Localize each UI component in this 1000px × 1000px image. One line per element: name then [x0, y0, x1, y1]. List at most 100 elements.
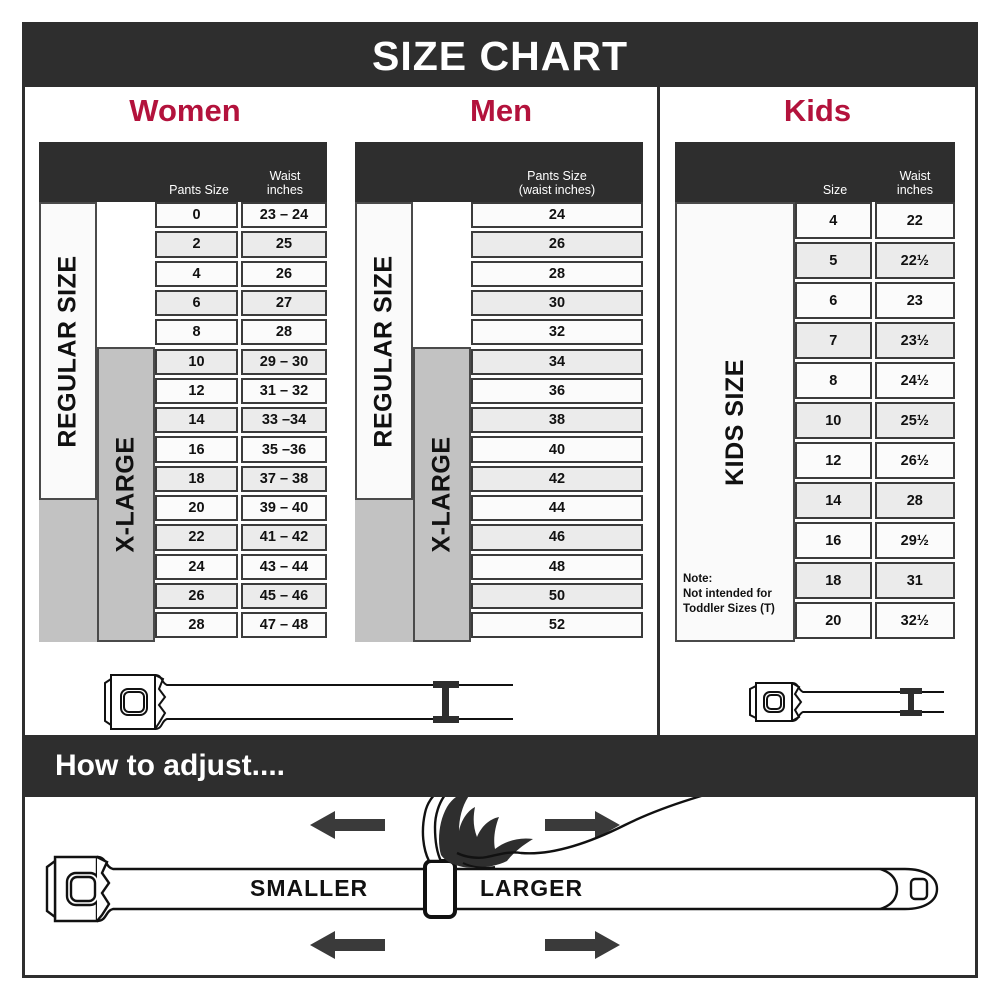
table-row: 14 28	[795, 482, 955, 522]
table-row: 24 43 – 44	[155, 553, 327, 583]
table-cell-men-size: 46	[471, 524, 643, 551]
table-cell-kids-size: 18	[795, 562, 872, 599]
table-cell-kids-waist: 29½	[874, 522, 955, 559]
table-cell-women-size: 4	[155, 260, 238, 287]
table-row: 48	[471, 553, 643, 583]
category-label-kids: KIDS SIZE	[720, 358, 749, 486]
table-cell-women-waist: 43 – 44	[241, 553, 327, 580]
table-cell-men-size: 34	[471, 348, 643, 375]
table-row: 10 29 – 30	[155, 348, 327, 378]
table-row: 20 39 – 40	[155, 495, 327, 524]
table-cell-men-size: 32	[471, 319, 643, 346]
panel-heading-women: Women	[129, 93, 241, 128]
table-cell-kids-size: 14	[795, 482, 872, 519]
table-header-men: Pants Size (waist inches)	[355, 142, 643, 202]
table-cell-kids-waist: 22	[874, 202, 955, 239]
panel-men: Men Pants Size (waist inches) REGULAR SIZ…	[345, 87, 657, 735]
category-label-xlarge: X-LARGE	[111, 436, 140, 553]
table-cell-women-waist: 26	[241, 260, 327, 287]
table-cell-women-size: 14	[155, 407, 238, 434]
table-row: 12 31 – 32	[155, 377, 327, 407]
category-regular-size-men: REGULAR SIZE	[355, 202, 413, 500]
column-header-pants-size: Pants Size	[169, 183, 229, 197]
table-row: 50	[471, 582, 643, 612]
table-row: 16 29½	[795, 522, 955, 562]
table-cell-men-size: 26	[471, 231, 643, 258]
table-row: 6 27	[155, 289, 327, 319]
belt-illustration-kids	[749, 682, 944, 722]
table-row: 0 23 – 24	[155, 202, 327, 231]
table-cell-women-size: 12	[155, 377, 238, 405]
table-cell-women-size: 26	[155, 582, 238, 610]
table-cell-women-size: 24	[155, 553, 238, 580]
table-cell-kids-size: 20	[795, 602, 872, 639]
belt-illustration-adult	[104, 674, 513, 730]
table-row: 12 26½	[795, 442, 955, 482]
table-row: 38	[471, 407, 643, 436]
table-cell-women-size: 2	[155, 231, 238, 258]
table-cell-women-size: 16	[155, 436, 238, 463]
table-cell-men-size: 36	[471, 377, 643, 405]
table-cell-men-size: 30	[471, 289, 643, 317]
panel-heading-men: Men	[470, 93, 532, 128]
chart-frame: SIZE CHART Women Pants Size Waist inches …	[22, 22, 978, 978]
table-cell-men-size: 42	[471, 465, 643, 492]
table-row: 14 33 –34	[155, 407, 327, 436]
table-row: 6 23	[795, 282, 955, 322]
table-cell-kids-size: 8	[795, 362, 872, 399]
table-header-kids: Size Waist inches	[675, 142, 955, 202]
table-cell-women-waist: 28	[241, 319, 327, 346]
table-cell-men-size: 52	[471, 612, 643, 639]
table-cell-kids-size: 10	[795, 402, 872, 439]
title-bar: SIZE CHART	[25, 25, 975, 87]
table-cell-women-waist: 25	[241, 231, 327, 258]
table-cell-women-size: 10	[155, 348, 238, 375]
panel-kids: Kids Size Waist inches KIDS SIZE Note: No…	[660, 87, 975, 771]
table-row: 28 47 – 48	[155, 612, 327, 641]
table-cell-women-size: 6	[155, 289, 238, 317]
hand-icon	[421, 797, 702, 869]
table-cell-women-waist: 41 – 42	[241, 524, 327, 551]
table-rows-kids: 4 22 5 22½ 6 23 7 23½ 8 24½ 10 25½ 12 26½ 14 28 16 29½ 18 3…	[795, 202, 955, 642]
category-label-xlarge: X-LARGE	[427, 436, 456, 553]
panel-women: Women Pants Size Waist inches REGULAR SIZ…	[25, 87, 513, 771]
category-kids-size: KIDS SIZE	[675, 202, 795, 642]
table-cell-kids-size: 16	[795, 522, 872, 559]
table-cell-kids-waist: 24½	[874, 362, 955, 399]
table-cell-kids-size: 7	[795, 322, 872, 359]
table-row: 22 41 – 42	[155, 524, 327, 553]
table-row: 46	[471, 524, 643, 553]
table-cell-kids-waist: 26½	[874, 442, 955, 479]
category-regular-size-women: REGULAR SIZE	[39, 202, 97, 500]
kids-note: Note: Not intended for Toddler Sizes (T)	[683, 573, 775, 615]
table-cell-women-size: 0	[155, 202, 238, 229]
table-cell-women-size: 22	[155, 524, 238, 551]
column-header-waist-inches: Waist inches	[266, 169, 304, 197]
table-women: Pants Size Waist inches REGULAR SIZE X-LA…	[39, 142, 327, 642]
category-xlarge-men: X-LARGE	[413, 347, 471, 642]
category-label-regular: REGULAR SIZE	[53, 254, 82, 448]
table-cell-women-waist: 29 – 30	[241, 348, 327, 375]
table-cell-women-waist: 35 –36	[241, 436, 327, 463]
category-xlarge-women: X-LARGE	[97, 347, 155, 642]
column-header-waist-inches-kids: Waist inches	[896, 169, 934, 197]
arrow-left-top	[310, 811, 385, 839]
table-cell-men-size: 28	[471, 260, 643, 287]
table-row: 4 26	[155, 260, 327, 290]
table-row: 30	[471, 289, 643, 319]
table-row: 16 35 –36	[155, 436, 327, 465]
table-row: 8 28	[155, 319, 327, 348]
table-cell-women-size: 8	[155, 319, 238, 346]
table-cell-kids-size: 12	[795, 442, 872, 479]
table-row: 8 24½	[795, 362, 955, 402]
how-to-adjust-title: How to adjust....	[55, 749, 285, 782]
table-row: 28	[471, 260, 643, 290]
table-row: 24	[471, 202, 643, 231]
table-header-women: Pants Size Waist inches	[39, 142, 327, 202]
table-row: 18 37 – 38	[155, 465, 327, 495]
table-cell-men-size: 48	[471, 553, 643, 580]
table-cell-kids-waist: 22½	[874, 242, 955, 279]
table-row: 32	[471, 319, 643, 348]
table-cell-women-size: 20	[155, 495, 238, 522]
